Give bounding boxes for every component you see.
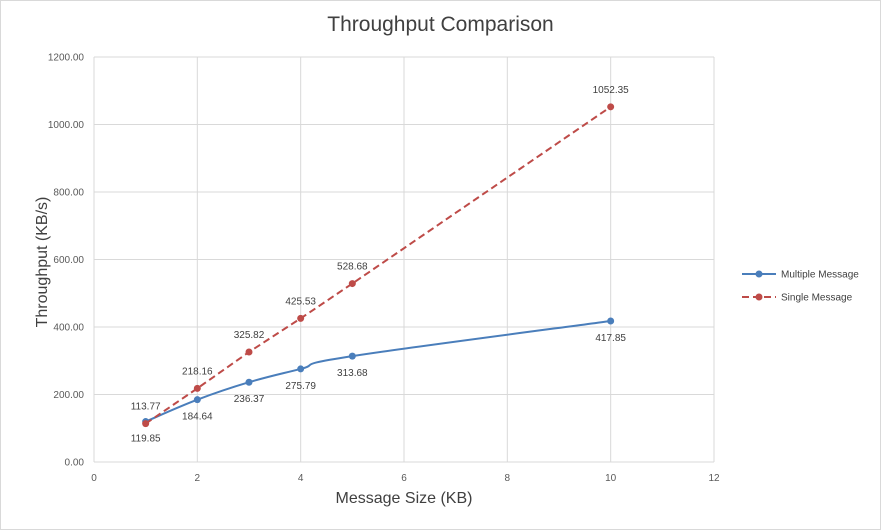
single-message-point bbox=[245, 348, 253, 356]
gridlines bbox=[93, 56, 715, 463]
single-message-point bbox=[297, 314, 305, 322]
multiple-message-data-label: 119.85 bbox=[131, 434, 161, 445]
x-tick-label: 4 bbox=[298, 473, 304, 484]
y-tick-label: 0.00 bbox=[65, 458, 85, 469]
multiple-message-point bbox=[348, 352, 356, 360]
multiple-message-data-label: 313.68 bbox=[337, 368, 368, 379]
x-tick-label: 6 bbox=[401, 473, 407, 484]
x-tick-label: 10 bbox=[605, 473, 617, 484]
single-message-data-label: 528.68 bbox=[337, 262, 368, 273]
multiple-message-point bbox=[297, 365, 305, 373]
x-tick-label: 8 bbox=[505, 473, 511, 484]
x-axis-title: Message Size (KB) bbox=[335, 490, 473, 507]
y-tick-label: 800.00 bbox=[53, 188, 84, 199]
single-message-data-label: 113.77 bbox=[131, 402, 161, 413]
single-message-data-label: 325.82 bbox=[234, 330, 265, 341]
multiple-message-data-label: 417.85 bbox=[595, 333, 626, 344]
y-tick-label: 200.00 bbox=[53, 390, 84, 401]
tick-labels: 0.00 200.00 400.00 600.00 800.00 1000.00 1200.… bbox=[48, 53, 720, 485]
single-message-data-label: 218.16 bbox=[182, 366, 213, 377]
single-message-point bbox=[348, 280, 356, 288]
single-message-data-label: 1052.35 bbox=[593, 85, 630, 96]
x-tick-label: 2 bbox=[195, 473, 201, 484]
single-message-point bbox=[607, 103, 615, 111]
multiple-message-line bbox=[145, 319, 611, 423]
single-message-data-label: 425.53 bbox=[285, 296, 316, 307]
multiple-message-data-label: 184.64 bbox=[182, 412, 213, 423]
legend-label-multiple-message: Multiple Message bbox=[781, 270, 859, 281]
data-labels: 119.85 184.64 236.37 275.79 313.68 417.85 113.… bbox=[131, 85, 629, 445]
single-message-line bbox=[145, 106, 612, 425]
single-message-point bbox=[193, 384, 201, 392]
multiple-message-data-label: 275.79 bbox=[285, 381, 316, 392]
chart-title: Throughput Comparison bbox=[327, 13, 554, 36]
multiple-message-point bbox=[245, 378, 253, 386]
y-tick-label: 1200.00 bbox=[48, 53, 85, 64]
legend: Multiple Message Single Message bbox=[742, 270, 859, 304]
legend-label-single-message: Single Message bbox=[781, 293, 853, 304]
y-tick-label: 400.00 bbox=[53, 323, 84, 334]
multiple-message-data-label: 236.37 bbox=[234, 394, 265, 405]
x-tick-label: 12 bbox=[708, 473, 720, 484]
series-group bbox=[142, 103, 615, 428]
legend-marker-single-message bbox=[755, 293, 763, 301]
multiple-message-point bbox=[607, 317, 615, 325]
legend-marker-multiple-message bbox=[755, 270, 763, 278]
multiple-message-point bbox=[193, 396, 201, 404]
y-tick-label: 1000.00 bbox=[48, 120, 85, 131]
y-tick-label: 600.00 bbox=[53, 255, 84, 266]
single-message-point bbox=[142, 420, 150, 428]
x-tick-label: 0 bbox=[91, 473, 97, 484]
